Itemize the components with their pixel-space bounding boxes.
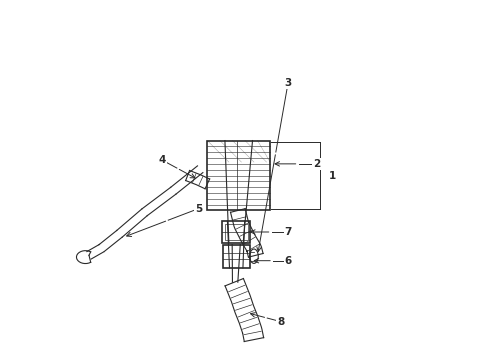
- Text: 2: 2: [313, 159, 320, 169]
- Text: 3: 3: [284, 78, 292, 88]
- Bar: [224, 224, 247, 240]
- Bar: [223, 244, 250, 268]
- Bar: [221, 221, 250, 243]
- Text: 7: 7: [284, 227, 292, 237]
- Text: 1: 1: [329, 171, 337, 180]
- Bar: [207, 140, 270, 211]
- Text: 8: 8: [277, 317, 285, 327]
- Text: 5: 5: [195, 204, 202, 214]
- Text: 6: 6: [284, 256, 292, 266]
- Text: 4: 4: [159, 155, 166, 165]
